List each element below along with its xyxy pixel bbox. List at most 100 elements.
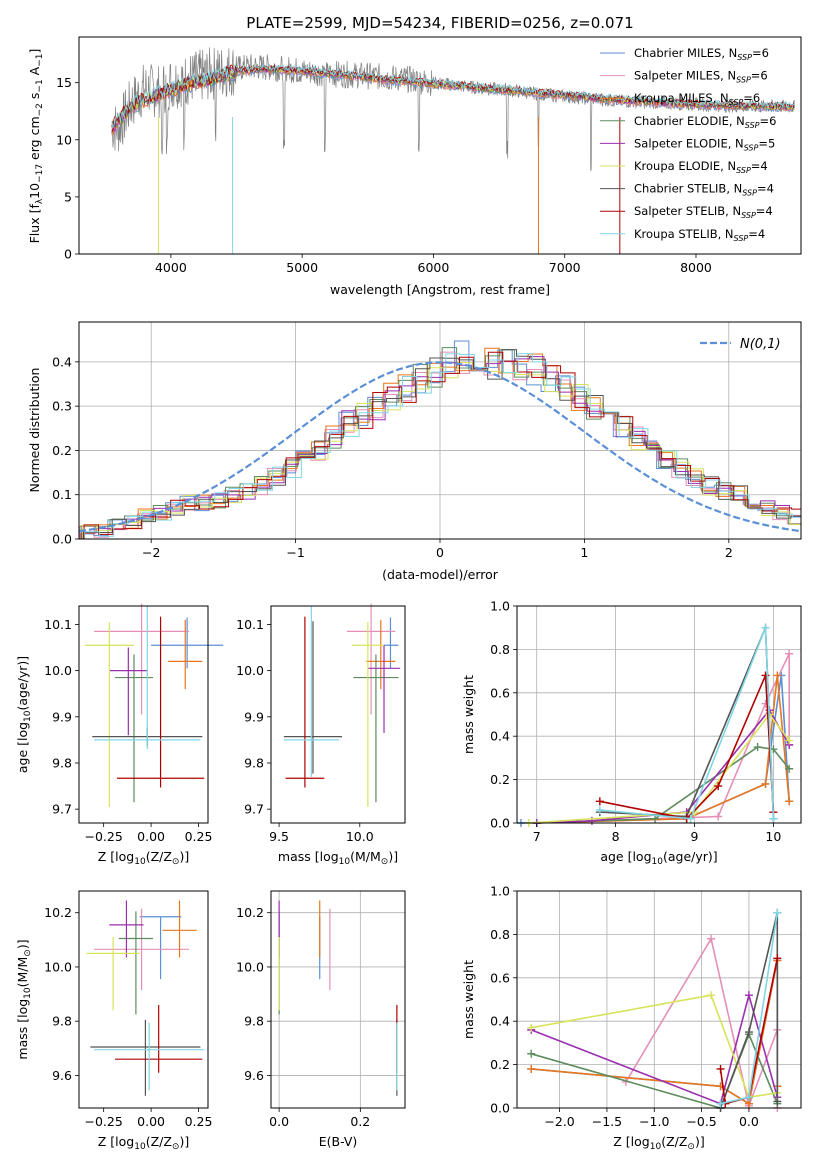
plus-marker: [744, 1093, 753, 1102]
plus-marker: [785, 736, 794, 745]
massweight_vs_age-axes-frame: [516, 605, 802, 824]
plus-marker: [744, 1028, 753, 1037]
y-tick-label: 5: [64, 189, 72, 204]
x-tick-label: 0.25: [185, 1114, 213, 1129]
legend-label-text: Chabrier STELIB, N: [634, 182, 742, 196]
legend-label: Salpeter ELODIE, NSSP=5: [634, 136, 775, 152]
mass-weight-series: [530, 992, 779, 1105]
label-part: )]: [388, 849, 398, 864]
y-tick-label: 1.0: [490, 884, 510, 899]
histogram-series: [82, 349, 801, 539]
y-tick-label: 10: [56, 132, 72, 147]
x-tick-label: −0.25: [85, 1114, 123, 1129]
y-tick-label: 9.7: [52, 802, 72, 817]
mass_vs_Z-ylabel: mass [log10(M/M⊙)]: [15, 939, 33, 1059]
x-tick-label: 0.00: [137, 829, 165, 844]
x-tick-label: 10: [765, 829, 781, 844]
label-part: )]: [15, 939, 30, 949]
plus-marker: [773, 908, 782, 917]
massweight_vs_Z-xlabel: Z [log10(Z/Z⊙)]: [613, 1134, 704, 1152]
x-tick-label: 0.0: [739, 1114, 759, 1129]
y-tick-label: 0.6: [490, 970, 510, 985]
legend-label: Chabrier STELIB, NSSP=4: [634, 182, 774, 198]
histogram-series: [82, 362, 801, 539]
x-tick-label: 9: [691, 829, 699, 844]
label-part: 10: [27, 183, 42, 199]
legend-label-sub: SSP: [745, 121, 760, 130]
y-tick-label: 9.6: [52, 1068, 72, 1083]
x-tick-label: 6000: [418, 260, 450, 275]
model-spectrum-line: [111, 62, 795, 129]
label-part: 10: [134, 857, 146, 867]
legend-label-suffix: =4: [756, 204, 773, 218]
x-tick-label: −1.5: [592, 1114, 622, 1129]
x-tick-label: 0.25: [185, 829, 213, 844]
legend-label: Salpeter MILES, NSSP=6: [634, 69, 768, 85]
plus-marker: [761, 623, 770, 632]
plus-marker: [714, 782, 723, 791]
x-tick-label: 8000: [680, 260, 712, 275]
histogram-series: [79, 351, 801, 539]
legend-label-sub: SSP: [729, 98, 744, 107]
label-part: (age/yr)]: [663, 849, 718, 864]
label-part: Flux [f: [27, 204, 42, 244]
label-part: s: [27, 93, 42, 104]
legend-label-text: Chabrier ELODIE, N: [634, 114, 745, 128]
mass-weight-series: [536, 708, 790, 824]
legend-label-suffix: =4: [751, 159, 768, 173]
plus-marker: [785, 797, 794, 806]
histogram-ylabel: Normed distribution: [27, 368, 42, 493]
label-part: 10: [650, 1142, 662, 1152]
label-part: λ: [35, 198, 45, 204]
label-part: (Z/Z: [661, 1134, 687, 1149]
y-tick-label: 0.2: [490, 1057, 510, 1072]
label-part: erg cm: [27, 116, 42, 164]
age_vs_mass-axes-frame: [270, 605, 406, 824]
y-tick-label: 0.3: [52, 399, 72, 414]
label-part: )]: [179, 1134, 189, 1149]
y-tick-label: 10.2: [44, 905, 72, 920]
label-part: )]: [695, 1134, 705, 1149]
spectrum-axes-frame: [78, 36, 802, 255]
plus-marker: [527, 1023, 536, 1032]
legend-label-text: Kroupa STELIB, N: [634, 227, 734, 241]
histogram-xlabel: (data-model)/error: [382, 567, 499, 582]
y-tick-label: 10.0: [236, 959, 264, 974]
label-part: 10: [339, 857, 351, 867]
normal-legend-label: N(0,1): [740, 337, 781, 352]
mass-weight-series: [599, 627, 775, 820]
y-tick-label: 10.0: [236, 663, 264, 678]
figure-title: PLATE=2599, MJD=54234, FIBERID=0256, z=0…: [246, 14, 633, 32]
y-tick-label: 0.0: [52, 532, 72, 547]
label-part: A: [27, 66, 42, 79]
label-part: age [log: [15, 722, 30, 773]
label-part: (M/M: [350, 849, 381, 864]
legend-label-suffix: =5: [758, 136, 775, 150]
label-part: ⊙: [23, 949, 33, 957]
plus-marker: [744, 991, 753, 1000]
y-tick-label: 9.7: [244, 802, 264, 817]
plus-marker: [785, 764, 794, 773]
y-tick-label: 9.8: [244, 755, 264, 770]
y-tick-label: 0.2: [52, 443, 72, 458]
mass_vs_Z-xlabel: Z [log10(Z/Z⊙)]: [98, 1134, 189, 1152]
label-part: ⊙: [687, 1142, 695, 1152]
plus-marker: [716, 1099, 725, 1108]
x-tick-label: 10.0: [346, 829, 374, 844]
plus-marker: [769, 814, 778, 823]
y-tick-label: 0.1: [52, 487, 72, 502]
plus-marker: [753, 743, 762, 752]
y-tick-label: 0.4: [490, 1014, 510, 1029]
plus-marker: [773, 954, 782, 963]
x-tick-label: −1.0: [639, 1114, 669, 1129]
mass_vs_Z-axes-frame: [78, 890, 209, 1109]
x-tick-label: 4000: [155, 260, 187, 275]
y-tick-label: 9.8: [52, 1014, 72, 1029]
mass-weight-series: [520, 675, 790, 824]
legend-label-text: Kroupa ELODIE, N: [634, 159, 736, 173]
mass-weight-series: [528, 713, 790, 824]
label-part: Z [log: [98, 1134, 134, 1149]
legend-label-sub: SSP: [741, 211, 756, 220]
legend-label: Salpeter STELIB, NSSP=4: [634, 204, 773, 220]
massweight_vs_Z-axes-frame: [516, 890, 802, 1109]
